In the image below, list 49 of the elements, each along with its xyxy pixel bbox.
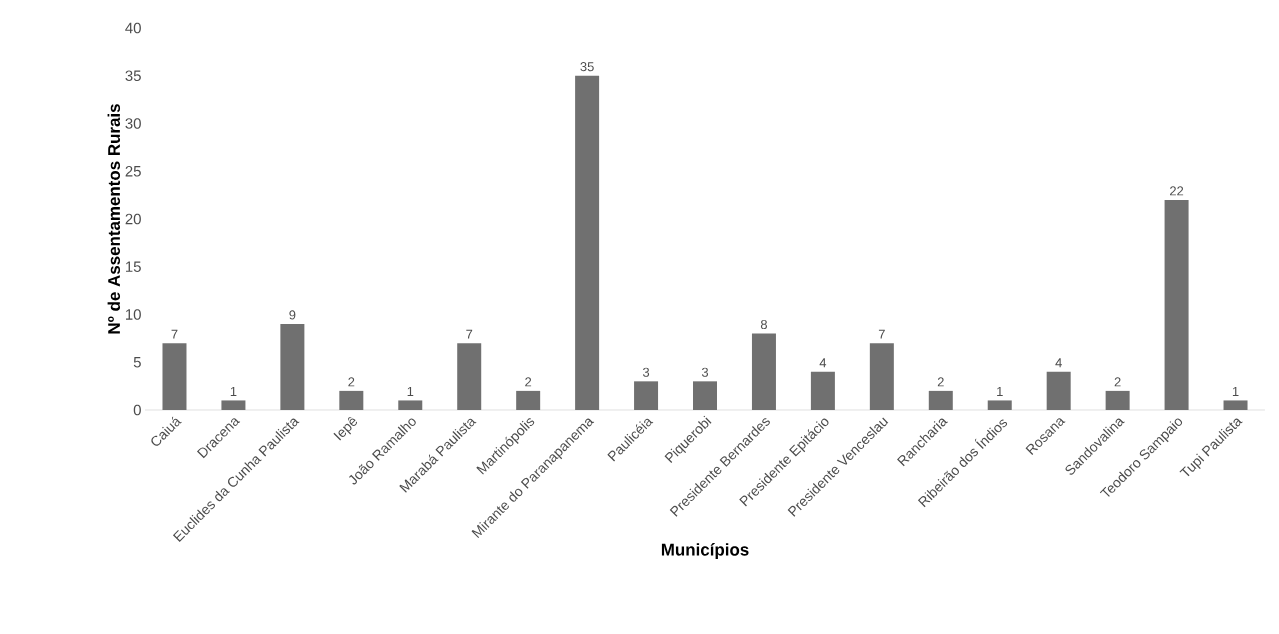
y-axis-title: Nº de Assentamentos Rurais	[107, 104, 121, 334]
data-label: 1	[407, 387, 414, 396]
data-label: 2	[525, 377, 532, 387]
bar	[928, 390, 953, 410]
bar	[1105, 390, 1130, 410]
bar	[1046, 371, 1071, 410]
y-tick-label: 40	[125, 22, 141, 34]
y-tick-label: 0	[133, 404, 141, 416]
y-tick-label: 10	[126, 309, 141, 320]
bar	[1223, 400, 1248, 410]
x-axis-title: Municípios	[661, 543, 749, 559]
data-label: 2	[348, 377, 355, 387]
bar	[221, 400, 246, 410]
data-label: 4	[1055, 358, 1062, 368]
data-label: 9	[289, 310, 296, 320]
data-label: 8	[760, 319, 767, 330]
bar	[280, 324, 305, 410]
y-tick-label: 30	[125, 118, 141, 129]
data-label: 7	[466, 329, 473, 339]
data-label: 22	[1170, 186, 1184, 196]
data-label: 35	[580, 62, 594, 72]
data-label: 4	[819, 358, 827, 368]
bar	[398, 400, 423, 410]
data-label: 1	[997, 387, 1003, 396]
bar	[869, 343, 894, 410]
data-label: 7	[171, 329, 178, 339]
bar	[516, 390, 541, 410]
bar	[339, 390, 364, 410]
y-tick-label: 20	[125, 213, 141, 225]
data-label: 1	[230, 387, 237, 396]
bar	[810, 371, 835, 410]
bar	[1164, 199, 1189, 410]
data-label: 7	[878, 329, 885, 339]
bar	[575, 75, 600, 410]
bar	[162, 343, 187, 410]
bar	[751, 333, 776, 410]
bar	[634, 381, 659, 410]
bar	[457, 343, 482, 410]
data-label: 1	[1232, 387, 1239, 396]
y-tick-label: 35	[125, 70, 141, 82]
bar	[987, 400, 1012, 410]
y-tick-label: 15	[126, 261, 141, 272]
data-label: 3	[642, 367, 650, 377]
data-label: 2	[937, 377, 944, 387]
data-label: 2	[1114, 377, 1121, 387]
bar	[693, 381, 717, 410]
y-tick-label: 25	[125, 165, 141, 177]
y-tick-label: 5	[133, 357, 141, 368]
data-label: 3	[701, 367, 709, 377]
